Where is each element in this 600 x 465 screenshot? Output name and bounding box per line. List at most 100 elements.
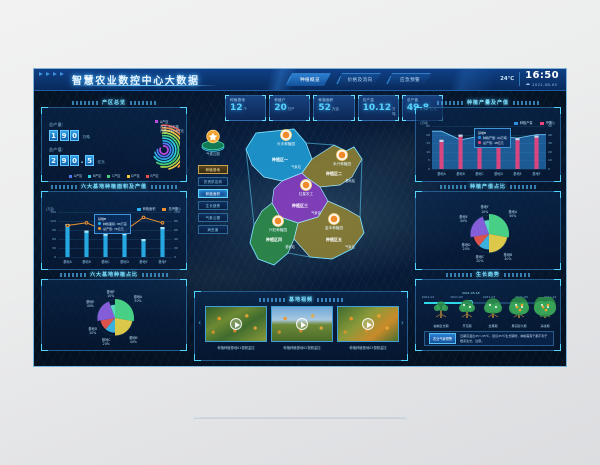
corner [225, 117, 229, 121]
bar [122, 233, 127, 257]
video-thumbnail[interactable] [337, 306, 399, 342]
tab-planting-overview[interactable]: 种植概览 [285, 73, 331, 86]
pie-slice[interactable] [489, 214, 510, 238]
gridline [432, 169, 546, 170]
overview-stat-label: 总产值: [49, 147, 64, 152]
y-tick-right: 20 [548, 149, 552, 154]
timeline-progress [424, 302, 471, 304]
bar [515, 138, 520, 169]
bar-cap [439, 139, 444, 142]
overview-stat-digits: 2 9 0. 5 亿元 [49, 155, 105, 166]
pie-slice-label: 基地D 20% [455, 243, 477, 251]
pie-slice[interactable] [470, 216, 489, 238]
map-marker[interactable] [328, 213, 340, 225]
chart-legend: 种植产量 产值 [513, 120, 552, 125]
y-tick-right: 40 [548, 132, 552, 137]
bar [65, 224, 70, 257]
y-tick-left: 60 [52, 237, 56, 241]
pie-slice[interactable] [115, 299, 134, 322]
tab-price-flow[interactable]: 价格及流向 [335, 73, 381, 86]
pie-label-value: 10% [481, 209, 489, 214]
map-marker[interactable] [280, 129, 292, 141]
pie-slice[interactable] [473, 234, 489, 246]
legend-item: C产区 [107, 173, 121, 178]
pie-slice[interactable] [115, 318, 133, 336]
corner [225, 95, 229, 99]
kpi-value-row: 10.12 万吨 [363, 103, 398, 116]
pie-slice-label: 基地A 50% [127, 295, 149, 303]
map-pin-label: 气象站 [311, 210, 321, 215]
video-caption: 种植种植基地03视频监控 [349, 346, 387, 350]
pie-slice[interactable] [484, 220, 489, 234]
map-region-name: 种植区二 [325, 170, 342, 176]
map-region-name: 种植区五 [325, 236, 342, 242]
map-layer-5[interactable]: 气象云图 [198, 213, 228, 222]
map-layer-2[interactable]: 农资供应商 [198, 177, 228, 186]
timeline-tick: 2021-09 [515, 295, 528, 299]
page-title: 智慧农业数控中心大数据 [72, 76, 200, 87]
board-reflection: 智慧农业数控中心大数据 种植概览 价格及流向 应急预警 24℃ 16:50 [33, 367, 567, 419]
kpi-value-row: 20 万户 [274, 103, 309, 114]
play-button[interactable] [230, 318, 242, 330]
pie-slice[interactable] [97, 301, 115, 322]
region-map-svg[interactable]: 长丰种植园种植区一气象站永兴种植园种植区二基地站红星农工种植区三气象站兴旺种植园… [194, 125, 408, 288]
pie-slice[interactable] [105, 318, 115, 333]
map-layer-3[interactable]: 种植面积 [198, 189, 228, 198]
map-marker[interactable] [336, 149, 348, 161]
pie-slice[interactable] [110, 304, 115, 318]
play-button[interactable] [362, 318, 374, 330]
legend-swatch [513, 121, 518, 125]
y-tick-right: 20 [174, 246, 178, 250]
tab-emergency-alert[interactable]: 应急预警 [385, 73, 431, 86]
play-button[interactable] [296, 318, 308, 330]
map-pin-label: 基地站 [345, 178, 355, 183]
panel-title-label: 基地视频 [288, 297, 313, 303]
pie-slice[interactable] [489, 234, 508, 253]
video-card[interactable]: 种植种植基地01视频监控 [205, 306, 267, 350]
overview-stat: 总产量: 1 9 0 万吨 [49, 122, 105, 141]
x-tick-label: 基地C [101, 260, 110, 264]
video-card[interactable]: 种植种植基地02视频监控 [271, 306, 333, 350]
map-marker[interactable] [300, 179, 312, 191]
chart-legend: 种植面积 总产值 [136, 206, 178, 211]
bar [84, 230, 89, 257]
video-card[interactable]: 种植种植基地03视频监控 [337, 306, 399, 350]
panel-title-production-overview: 产区总览 [42, 97, 186, 108]
tooltip-dot [478, 140, 481, 144]
y-tick-left: 5 [428, 158, 430, 163]
pie-slice[interactable] [100, 318, 115, 330]
digit-dot: . [80, 156, 84, 165]
video-thumbnail-row: 种植种植基地01视频监控 种植种植基地02视频监控 种植种植基地03视频监控 [205, 306, 399, 350]
bar-cap [534, 135, 539, 138]
y-axis-unit-left: (万吨) [420, 121, 429, 125]
weather-alert-button[interactable]: 农业气象预警 [429, 333, 457, 344]
legend-swatch [162, 207, 167, 211]
title-ornament-left [59, 272, 86, 277]
corner [394, 95, 399, 99]
y-tick-right: 100 [174, 210, 180, 214]
map-layer-1[interactable]: 种植基地 [198, 165, 228, 174]
title-ornament-right [142, 272, 168, 277]
panel-planting-share: 六大基地种植占比 基地A 50% 基地B 40% 基地C 20% 基地D 20% 基地E 40% 基… [41, 272, 187, 351]
line-point [141, 215, 146, 220]
map-pin-label: 基地站 [285, 244, 295, 249]
title-ornament-left [436, 100, 463, 105]
chevron-right-icon[interactable]: › [400, 318, 404, 327]
pie-slice[interactable] [479, 234, 489, 250]
bar [534, 135, 539, 169]
video-thumbnail[interactable] [271, 306, 333, 342]
overview-stat-unit: 亿元 [97, 160, 105, 164]
legend-swatch [126, 174, 130, 178]
pie-slice-label: 基地C 20% [95, 338, 117, 346]
corner [262, 117, 267, 121]
map-marker[interactable] [272, 215, 284, 227]
video-thumbnail[interactable] [205, 306, 267, 342]
divider [519, 72, 521, 86]
map-layer-6[interactable]: 病虫害 [198, 225, 228, 234]
panel-title-base-area-output: 六大基地种植面积及产值 [42, 181, 186, 192]
y-tick-left: 25 [426, 124, 430, 128]
map-layer-4[interactable]: 生长趋势 [198, 201, 228, 210]
chevron-left-icon[interactable]: ‹ [198, 318, 202, 327]
tooltip-title: 基地B [478, 131, 487, 135]
region-map[interactable]: 长丰种植园 种植区一 气象站 永兴种植园 种植区二 基地站 红星农工 种植区三 气象站 兴旺种植园… [194, 125, 408, 288]
